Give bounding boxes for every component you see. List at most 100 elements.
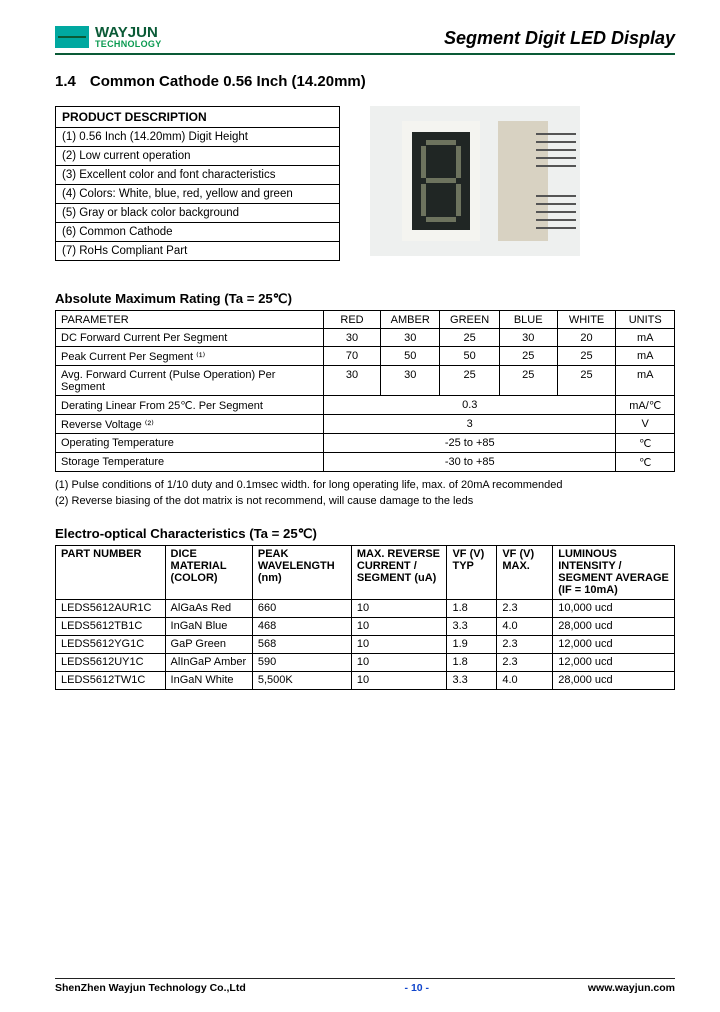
footer-page-number: - 10 - [405, 982, 430, 994]
product-description-item: (4) Colors: White, blue, red, yellow and… [56, 185, 340, 204]
amr-value-cell: 25 [557, 366, 616, 396]
amr-units-cell: ℃ [616, 434, 675, 453]
eo-cell: 10 [351, 635, 447, 653]
eo-cell: 2.3 [497, 635, 553, 653]
eo-header-cell: VF (V) TYP [447, 545, 497, 599]
amr-value-cell: 25 [440, 366, 499, 396]
eo-cell: 1.9 [447, 635, 497, 653]
amr-value-cell: 25 [499, 366, 557, 396]
doc-title: Segment Digit LED Display [444, 28, 675, 49]
amr-value-cell: 25 [440, 329, 499, 347]
page-footer: ShenZhen Wayjun Technology Co.,Ltd - 10 … [55, 978, 675, 994]
eo-cell: 4.0 [497, 671, 553, 689]
eo-cell: LEDS5612UY1C [56, 653, 166, 671]
section-heading: Common Cathode 0.56 Inch (14.20mm) [90, 73, 366, 90]
seven-segment-side-icon [498, 121, 548, 241]
amr-units-cell: V [616, 415, 675, 434]
seven-segment-front-icon [402, 121, 480, 241]
eo-cell: InGaN Blue [165, 617, 252, 635]
product-description-item: (3) Excellent color and font characteris… [56, 166, 340, 185]
logo: WAYJUN TECHNOLOGY [55, 25, 162, 49]
amr-header-cell: UNITS [616, 311, 675, 329]
eo-header-cell: MAX. REVERSE CURRENT / SEGMENT (uA) [351, 545, 447, 599]
eo-cell: 2.3 [497, 599, 553, 617]
eo-header-cell: LUMINOUS INTENSITY / SEGMENT AVERAGE (IF… [553, 545, 675, 599]
amr-value-cell: 50 [440, 347, 499, 366]
eo-cell: AlInGaP Amber [165, 653, 252, 671]
eo-cell: 2.3 [497, 653, 553, 671]
amr-value-cell: 30 [381, 366, 440, 396]
eo-cell: LEDS5612TB1C [56, 617, 166, 635]
eo-cell: 12,000 ucd [553, 653, 675, 671]
amr-notes: (1) Pulse conditions of 1/10 duty and 0.… [55, 478, 675, 510]
product-description-item: (5) Gray or black color background [56, 204, 340, 223]
eo-cell: 10 [351, 671, 447, 689]
logo-line1: WAYJUN [95, 25, 162, 40]
amr-value-cell: 20 [557, 329, 616, 347]
amr-header-cell: PARAMETER [56, 311, 324, 329]
eo-cell: 5,500K [252, 671, 351, 689]
amr-units-cell: mA [616, 347, 675, 366]
amr-value-cell: 70 [324, 347, 381, 366]
eo-cell: 10 [351, 653, 447, 671]
product-description-item: (1) 0.56 Inch (14.20mm) Digit Height [56, 128, 340, 147]
eo-table: PART NUMBERDICE MATERIAL (COLOR)PEAK WAV… [55, 545, 675, 690]
amr-value-cell: 30 [499, 329, 557, 347]
section-title: 1.4Common Cathode 0.56 Inch (14.20mm) [55, 73, 675, 90]
eo-cell: 1.8 [447, 599, 497, 617]
product-description-item: (6) Common Cathode [56, 223, 340, 242]
eo-cell: 3.3 [447, 671, 497, 689]
amr-value-cell: 0.3 [324, 396, 616, 415]
eo-header-cell: PART NUMBER [56, 545, 166, 599]
eo-cell: LEDS5612YG1C [56, 635, 166, 653]
eo-cell: 28,000 ucd [553, 671, 675, 689]
eo-cell: 1.8 [447, 653, 497, 671]
eo-cell: 10,000 ucd [553, 599, 675, 617]
eo-cell: 3.3 [447, 617, 497, 635]
amr-param-cell: Peak Current Per Segment ⁽¹⁾ [56, 347, 324, 366]
amr-value-cell: 25 [499, 347, 557, 366]
amr-param-cell: Derating Linear From 25℃. Per Segment [56, 396, 324, 415]
eo-cell: GaP Green [165, 635, 252, 653]
amr-param-cell: Storage Temperature [56, 453, 324, 472]
logo-icon [55, 26, 89, 48]
amr-header-cell: WHITE [557, 311, 616, 329]
amr-value-cell: 30 [381, 329, 440, 347]
eo-cell: InGaN White [165, 671, 252, 689]
page-header: WAYJUN TECHNOLOGY Segment Digit LED Disp… [55, 25, 675, 55]
eo-cell: 468 [252, 617, 351, 635]
amr-table: PARAMETERREDAMBERGREENBLUEWHITEUNITS DC … [55, 310, 675, 472]
amr-units-cell: mA [616, 329, 675, 347]
eo-cell: 4.0 [497, 617, 553, 635]
amr-value-cell: -25 to +85 [324, 434, 616, 453]
amr-value-cell: 30 [324, 366, 381, 396]
product-description-item: (7) RoHs Compliant Part [56, 242, 340, 261]
product-description-item: (2) Low current operation [56, 147, 340, 166]
amr-note-2: (2) Reverse biasing of the dot matrix is… [55, 494, 675, 510]
eo-cell: 28,000 ucd [553, 617, 675, 635]
amr-value-cell: -30 to +85 [324, 453, 616, 472]
product-image [370, 106, 580, 256]
eo-title: Electro-optical Characteristics (Ta = 25… [55, 526, 675, 542]
eo-cell: 590 [252, 653, 351, 671]
amr-note-1: (1) Pulse conditions of 1/10 duty and 0.… [55, 478, 675, 494]
eo-header-cell: PEAK WAVELENGTH (nm) [252, 545, 351, 599]
amr-value-cell: 3 [324, 415, 616, 434]
amr-param-cell: DC Forward Current Per Segment [56, 329, 324, 347]
amr-header-cell: BLUE [499, 311, 557, 329]
footer-right: www.wayjun.com [588, 982, 675, 994]
amr-header-cell: GREEN [440, 311, 499, 329]
amr-value-cell: 25 [557, 347, 616, 366]
amr-header-cell: RED [324, 311, 381, 329]
logo-line2: TECHNOLOGY [95, 40, 162, 49]
eo-cell: 12,000 ucd [553, 635, 675, 653]
eo-header-cell: VF (V) MAX. [497, 545, 553, 599]
footer-left: ShenZhen Wayjun Technology Co.,Ltd [55, 982, 246, 994]
eo-cell: 10 [351, 617, 447, 635]
eo-cell: LEDS5612TW1C [56, 671, 166, 689]
amr-param-cell: Avg. Forward Current (Pulse Operation) P… [56, 366, 324, 396]
eo-cell: 10 [351, 599, 447, 617]
amr-units-cell: mA/℃ [616, 396, 675, 415]
eo-cell: AlGaAs Red [165, 599, 252, 617]
amr-value-cell: 30 [324, 329, 381, 347]
